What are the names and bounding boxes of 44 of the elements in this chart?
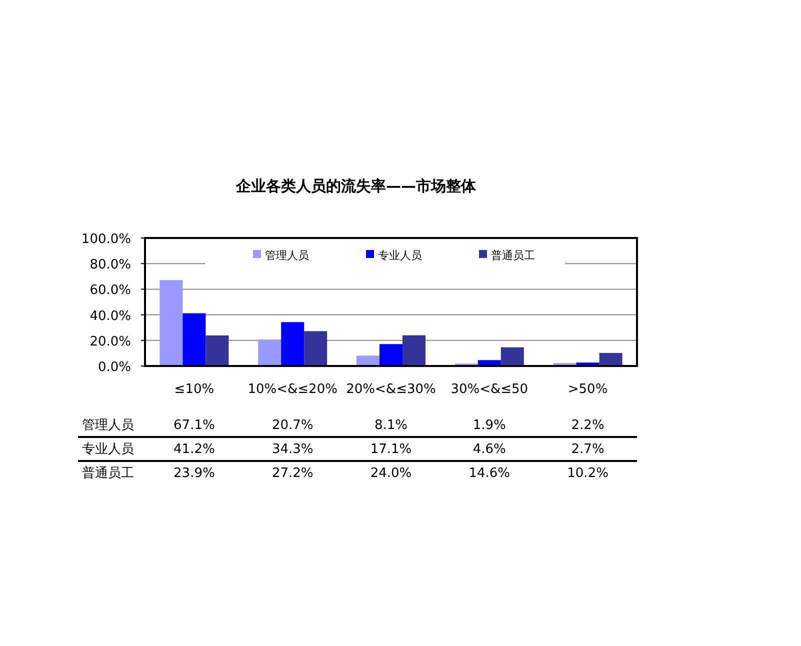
data-label: 23.9% (174, 466, 215, 481)
y-tick-label: 20.0% (90, 334, 131, 350)
data-label: 8.1% (374, 418, 408, 433)
data-label: 34.3% (272, 442, 314, 457)
x-tick-label: 30%<&≤50 (450, 382, 528, 397)
legend-label: 专业人员 (378, 249, 422, 262)
legend-label: 普通员工 (491, 249, 535, 262)
bar (380, 344, 402, 366)
data-label: 67.1% (174, 418, 215, 433)
text: 普通员工 (82, 466, 134, 481)
text: 专业人员 (82, 442, 134, 457)
bar (258, 340, 282, 366)
data-label: 24.0% (370, 466, 412, 481)
data-label: 27.2% (272, 466, 314, 481)
data-label: 2.7% (571, 442, 604, 457)
data-label: 14.6% (468, 466, 510, 481)
data-label: 20.7% (272, 418, 314, 433)
legend-label: 管理人员 (265, 249, 309, 262)
data-label: 2.2% (571, 418, 604, 433)
data-label: 10.2% (567, 466, 608, 481)
bar (402, 335, 426, 366)
x-tick-label: 10%<&≤20% (248, 382, 338, 397)
y-tick-label: 40.0% (90, 308, 131, 324)
y-tick-label: 0.0% (98, 360, 131, 375)
data-label: 1.9% (472, 418, 506, 433)
x-tick-label: 20%<&≤30% (346, 382, 436, 397)
bar (206, 335, 229, 366)
bar (500, 347, 524, 366)
data-label: 4.6% (472, 442, 506, 457)
bar (304, 331, 328, 366)
y-tick-label: 80.0% (90, 258, 131, 273)
bar (281, 322, 304, 366)
data-label: 41.2% (174, 442, 215, 457)
bar (356, 356, 380, 366)
x-tick-label: >50% (568, 382, 608, 397)
bar (599, 352, 622, 366)
chart-title: 企业各类人员的流失率——市场整体 (235, 177, 477, 195)
x-tick-label: ≤10% (174, 382, 214, 397)
text: 管理人员 (82, 418, 134, 433)
bar (160, 280, 183, 366)
bar (182, 313, 206, 366)
y-tick-label: 60.0% (90, 283, 131, 298)
y-tick-label: 100.0% (81, 232, 131, 247)
data-label: 17.1% (370, 442, 412, 457)
